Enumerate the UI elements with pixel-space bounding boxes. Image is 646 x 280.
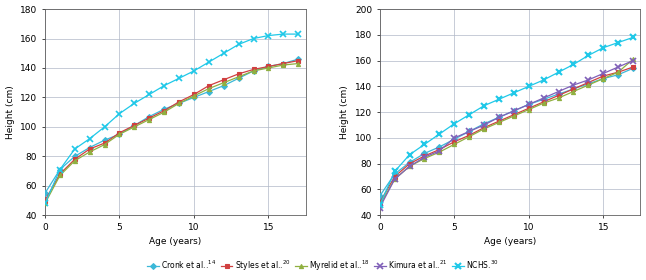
X-axis label: Age (years): Age (years) xyxy=(484,237,536,246)
Y-axis label: Height (cm): Height (cm) xyxy=(6,85,15,139)
Y-axis label: Height (cm): Height (cm) xyxy=(340,85,349,139)
X-axis label: Age (years): Age (years) xyxy=(149,237,202,246)
Legend: Cronk et al..$^{14}$, Styles et al..$^{20}$, Myrelid et al..$^{18}$, Kimura et a: Cronk et al..$^{14}$, Styles et al..$^{2… xyxy=(145,256,501,276)
